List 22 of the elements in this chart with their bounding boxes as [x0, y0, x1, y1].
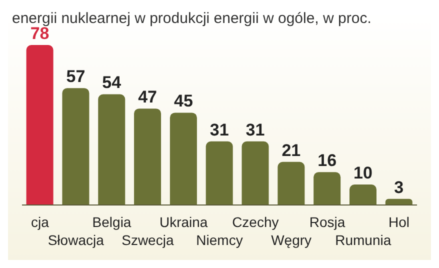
data-label: 31: [210, 120, 229, 140]
data-label: 54: [102, 73, 122, 92]
chart-title: energii nuklearnej w produkcji energii w ogóle, w proc.: [11, 9, 372, 27]
data-label: 31: [246, 120, 265, 140]
data-label: 21: [282, 140, 301, 160]
data-label: 16: [318, 151, 337, 170]
x-tick-label: Ukraina: [159, 214, 208, 230]
x-tick-label: Rosja: [309, 214, 346, 230]
x-tick-label: Czechy: [232, 214, 279, 230]
x-tick-label: Belgia: [92, 214, 132, 230]
x-tick-label: cja: [31, 214, 50, 230]
data-label: 45: [174, 92, 193, 111]
x-tick-label: Szwecja: [122, 232, 174, 248]
data-label: 3: [394, 178, 404, 197]
x-tick-label: Węgry: [271, 232, 312, 248]
x-tick-label: Niemcy: [196, 232, 243, 248]
data-label: 57: [66, 67, 86, 86]
data-label: 47: [138, 88, 157, 107]
x-tick-label: Hol: [388, 214, 410, 230]
x-tick-label: Rumunia: [335, 232, 392, 248]
data-label: 10: [354, 163, 372, 182]
x-tick-label: Słowacja: [48, 232, 104, 248]
